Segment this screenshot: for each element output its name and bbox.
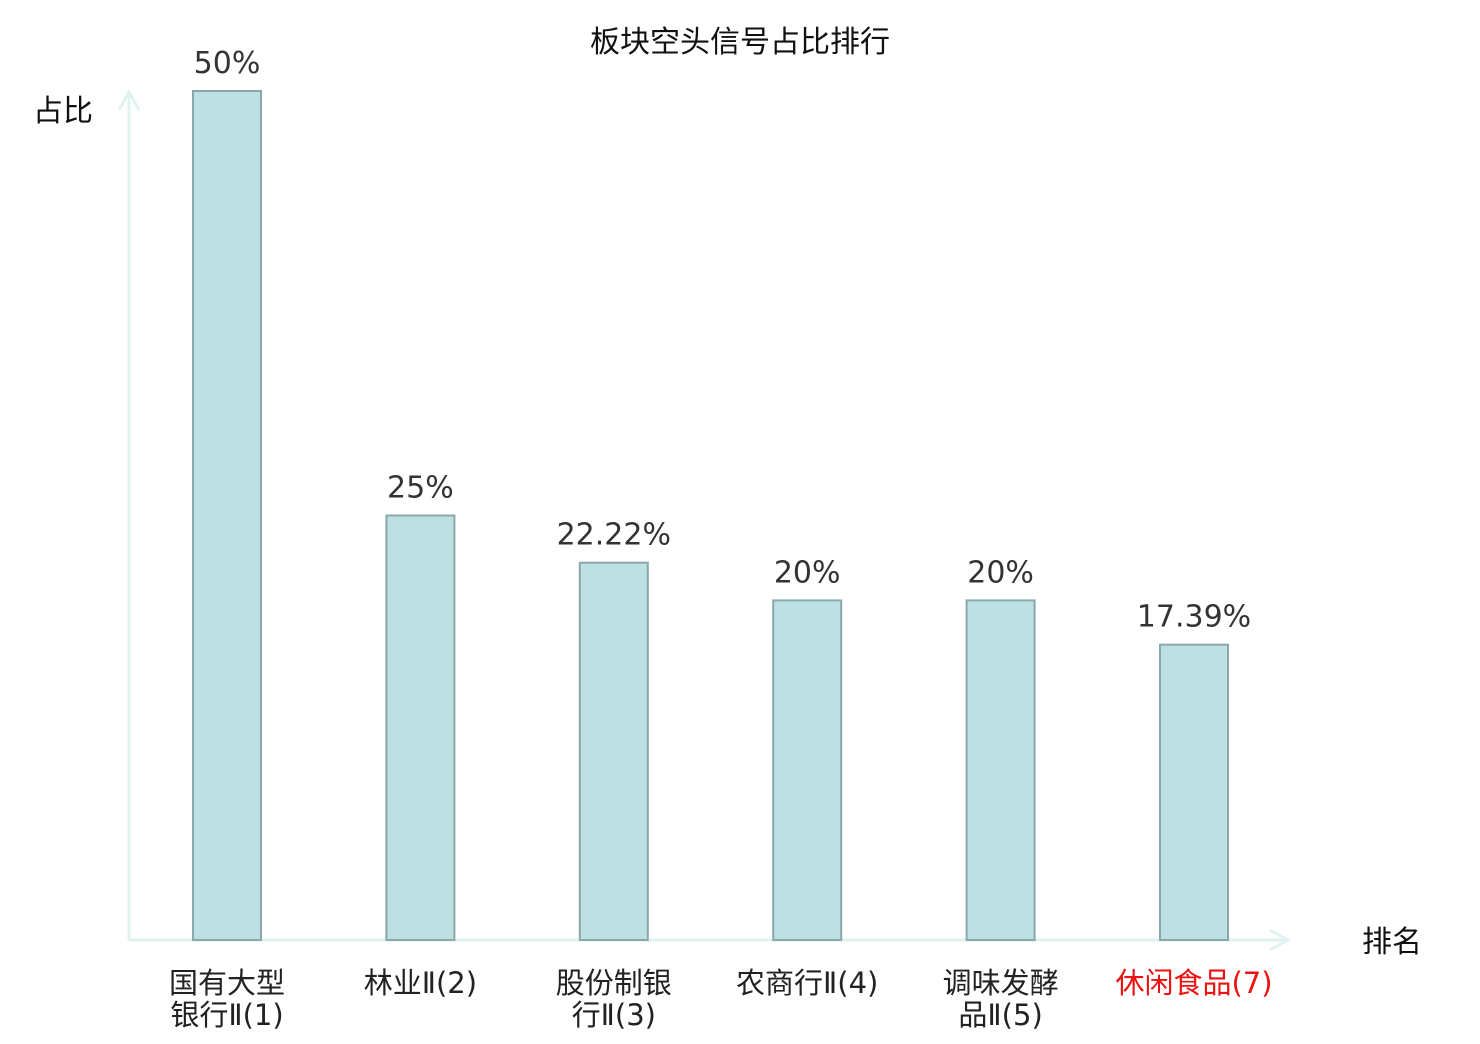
value-label-2: 25% <box>387 471 454 506</box>
value-label-5: 20% <box>967 555 1034 590</box>
x-axis-arrow-icon <box>1269 928 1292 952</box>
value-label-4: 20% <box>774 555 841 590</box>
category-label-line: 调味发酵 <box>943 966 1059 1000</box>
category-label-line: 品Ⅱ(5) <box>958 998 1042 1032</box>
category-label-line: 农商行Ⅱ(4) <box>736 966 878 1000</box>
category-label-3: 股份制银行Ⅱ(3) <box>556 966 672 1032</box>
bar-4 <box>772 599 843 942</box>
category-label-line: 银行Ⅱ(1) <box>170 998 283 1032</box>
category-label-5: 调味发酵品Ⅱ(5) <box>943 966 1059 1032</box>
category-label-line: 股份制银 <box>556 966 672 1000</box>
category-label-1: 国有大型银行Ⅱ(1) <box>169 966 285 1032</box>
x-axis-label: 排名 <box>1362 925 1422 960</box>
y-axis-label: 占比 <box>33 94 93 129</box>
category-label-line: 休闲食品(7) <box>1115 966 1272 1000</box>
bar-3 <box>578 561 649 941</box>
y-axis-arrow-icon <box>117 88 141 111</box>
category-label-line: 国有大型 <box>169 966 285 1000</box>
category-label-2: 林业Ⅱ(2) <box>364 966 477 1000</box>
category-label-6: 休闲食品(7) <box>1115 966 1272 1000</box>
bar-1 <box>192 90 262 941</box>
bar-2 <box>385 514 456 941</box>
category-label-4: 农商行Ⅱ(4) <box>736 966 878 1000</box>
bar-6 <box>1159 643 1229 941</box>
bars-group <box>192 90 1229 942</box>
category-label-line: 林业Ⅱ(2) <box>364 966 477 1000</box>
category-label-line: 行Ⅱ(3) <box>572 998 656 1032</box>
axes <box>117 88 1292 952</box>
value-label-6: 17.39% <box>1137 600 1251 635</box>
value-label-1: 50% <box>194 46 261 81</box>
category-labels-group: 国有大型银行Ⅱ(1) 林业Ⅱ(2) 股份制银行Ⅱ(3) 农商行Ⅱ(4) 调味发酵品Ⅱ(5… <box>169 966 1273 1032</box>
bar-5 <box>965 599 1036 942</box>
value-labels-group: 50% 25% 22.22% 20% 20% 17.39% <box>194 46 1252 635</box>
chart-title: 板块空头信号占比排行 <box>590 25 890 60</box>
value-label-3: 22.22% <box>557 518 671 553</box>
